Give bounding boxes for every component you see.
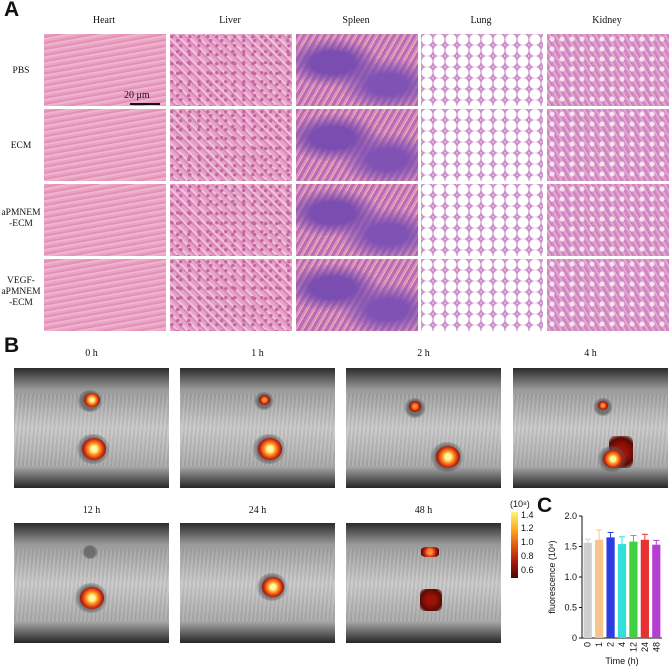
bar-48h — [652, 544, 661, 638]
colorbar — [511, 512, 518, 578]
ivis-image-0h — [14, 368, 169, 488]
y-tick-label: 1.0 — [564, 572, 577, 582]
histology-apmnem-liver — [170, 184, 292, 256]
ivis-image-4h — [513, 368, 668, 488]
panel-c-letter: C — [537, 494, 553, 517]
organ-label-heart: Heart — [92, 15, 116, 26]
bar-1h — [595, 539, 604, 638]
x-tick-label: 24 — [640, 642, 650, 652]
x-tick-label: 1 — [594, 642, 604, 647]
group-label-vegf-apmnem-ecm: VEGF- aPMNEM -ECM — [0, 276, 42, 309]
timepoint-label-1h: 1 h — [251, 348, 264, 359]
group-label-line: ECM — [10, 141, 32, 151]
panel-b-letter: B — [4, 334, 20, 357]
x-tick-label: 48 — [651, 642, 661, 652]
y-tick-label: 0.5 — [564, 603, 577, 613]
ivis-image-12h — [14, 523, 169, 643]
y-tick-label: 1.5 — [564, 542, 577, 552]
bar-2h — [606, 537, 615, 638]
y-tick-label: 0 — [572, 633, 577, 643]
group-label-ecm: ECM — [0, 141, 42, 152]
histology-pbs-heart — [44, 34, 166, 106]
group-label-line: PBS — [12, 66, 30, 76]
ivis-image-48h — [346, 523, 501, 643]
histology-vegf-kidney — [547, 259, 669, 331]
scale-bar-label: 20 μm — [124, 90, 150, 101]
ivis-image-2h — [346, 368, 501, 488]
bar-24h — [640, 539, 649, 638]
x-tick-label: 12 — [628, 642, 638, 652]
timepoint-label-2h: 2 h — [417, 348, 430, 359]
x-tick-label: 2 — [606, 642, 616, 647]
bar-4h — [617, 544, 627, 638]
organ-label-liver: Liver — [219, 15, 241, 26]
ivis-image-24h — [180, 523, 335, 643]
timepoint-label-0h: 0 h — [85, 348, 98, 359]
timepoint-label-24h: 24 h — [248, 505, 267, 516]
histology-vegf-spleen — [296, 259, 418, 331]
y-axis-label: fluorescence (10⁸) — [547, 540, 557, 613]
colorbar-tick-1-4: 1.4 — [521, 510, 534, 520]
timepoint-label-4h: 4 h — [584, 348, 597, 359]
histology-apmnem-heart — [44, 184, 166, 256]
histology-apmnem-spleen — [296, 184, 418, 256]
bar-12h — [629, 541, 638, 638]
timepoint-label-48h: 48 h — [414, 505, 433, 516]
ivis-image-1h — [180, 368, 335, 488]
group-label-line: -ECM — [9, 219, 33, 229]
histology-pbs-liver — [170, 34, 292, 106]
histology-pbs-spleen — [296, 34, 418, 106]
timepoint-label-12h: 12 h — [82, 505, 101, 516]
group-label-line: -ECM — [9, 298, 33, 308]
histology-ecm-liver — [170, 109, 292, 181]
x-tick-label: 4 — [617, 642, 627, 647]
histology-ecm-spleen — [296, 109, 418, 181]
bar-0h — [583, 542, 592, 638]
x-tick-label: 0 — [583, 642, 593, 647]
colorbar-tick-0-8: 0.8 — [521, 551, 534, 561]
group-label-line: VEGF- — [7, 276, 35, 286]
panel-a-letter: A — [4, 0, 20, 21]
histology-vegf-lung — [421, 259, 543, 331]
colorbar-tick-1-0: 1.0 — [521, 537, 534, 547]
histology-vegf-liver — [170, 259, 292, 331]
histology-apmnem-kidney — [547, 184, 669, 256]
scale-bar — [130, 103, 160, 105]
group-label-line: aPMNEM — [1, 208, 41, 218]
histology-vegf-heart — [44, 259, 166, 331]
histology-pbs-lung — [421, 34, 543, 106]
histology-apmnem-lung — [421, 184, 543, 256]
histology-ecm-heart — [44, 109, 166, 181]
colorbar-tick-0-6: 0.6 — [521, 565, 534, 575]
y-tick-label: 2.0 — [564, 511, 577, 521]
histology-ecm-kidney — [547, 109, 669, 181]
group-label-apmnem-ecm: aPMNEM -ECM — [0, 208, 42, 230]
organ-label-lung: Lung — [470, 15, 492, 26]
group-label-line: aPMNEM — [1, 287, 41, 297]
colorbar-tick-1-2: 1.2 — [521, 523, 534, 533]
histology-ecm-lung — [421, 109, 543, 181]
organ-label-kidney: Kidney — [592, 15, 622, 26]
group-label-pbs: PBS — [0, 66, 42, 77]
histology-pbs-kidney — [547, 34, 669, 106]
organ-label-spleen: Spleen — [342, 15, 370, 26]
colorbar-unit: (10⁸) — [510, 499, 530, 509]
x-axis-label: Time (h) — [605, 656, 638, 666]
